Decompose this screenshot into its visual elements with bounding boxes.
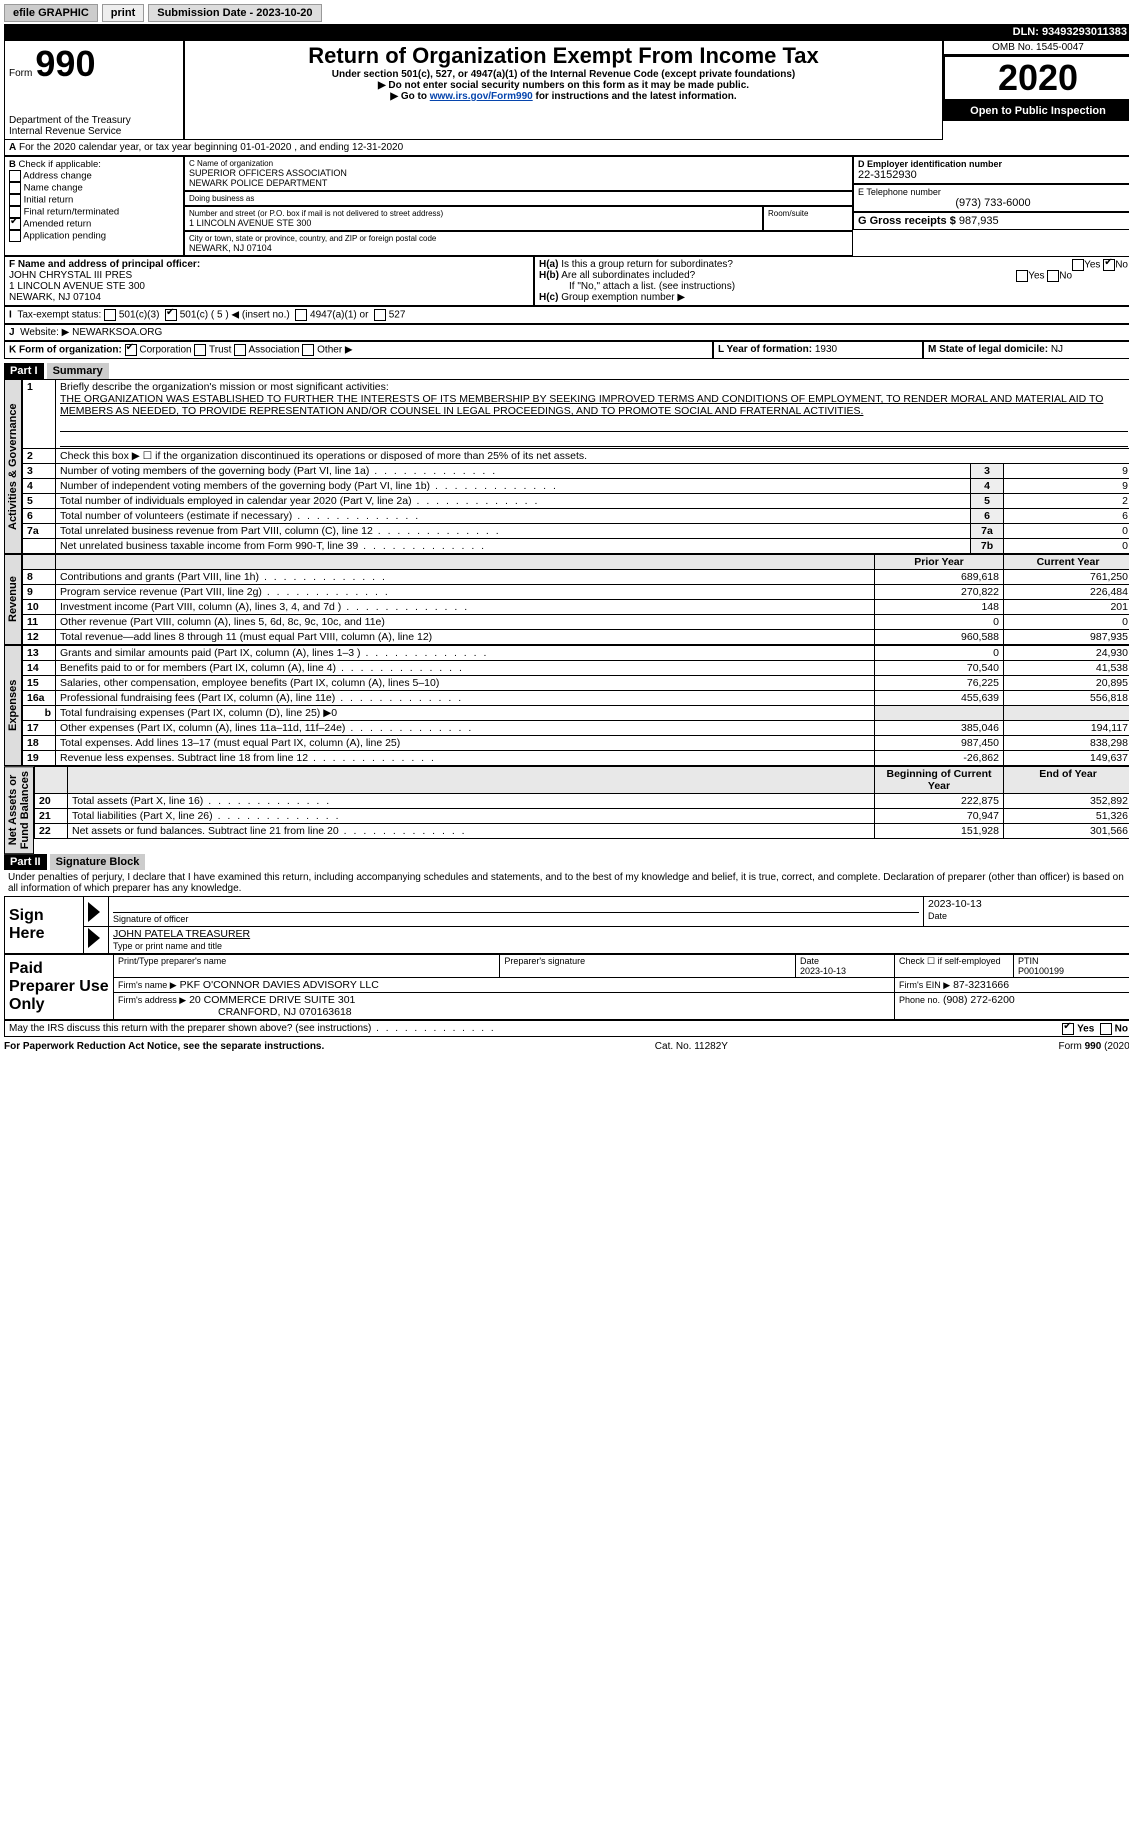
entity-block: B Check if applicable: Address change Na… <box>4 156 1129 256</box>
part2-title: Signature Block <box>50 854 146 870</box>
dln-bar: DLN: 93493293011383 <box>4 24 1129 40</box>
topbar: efile GRAPHIC print Submission Date - 20… <box>4 4 1129 22</box>
f-h-block: F Name and address of principal officer:… <box>4 256 1129 306</box>
c-label: C Name of organization <box>189 159 848 168</box>
submission-date: Submission Date - 2023-10-20 <box>148 4 321 22</box>
footer-left: For Paperwork Reduction Act Notice, see … <box>4 1041 324 1052</box>
org-name-2: NEWARK POLICE DEPARTMENT <box>189 178 848 188</box>
e-label: E Telephone number <box>858 187 1128 197</box>
part2-head: Part II <box>4 854 47 870</box>
phone: (973) 733-6000 <box>858 197 1128 209</box>
subtitle3: ▶ Go to www.irs.gov/Form990 for instruct… <box>189 91 938 102</box>
declaration: Under penalties of perjury, I declare th… <box>4 870 1129 896</box>
form-word: Form <box>9 68 32 79</box>
firm-ein: 87-3231666 <box>953 979 1009 991</box>
footer-right: Form 990 (2020) <box>1059 1041 1129 1052</box>
vlabel-exp: Expenses <box>4 645 22 766</box>
irs-link[interactable]: www.irs.gov/Form990 <box>430 91 533 102</box>
summary-lines-1-7: 1 Briefly describe the organization's mi… <box>22 379 1129 554</box>
sign-here-block: Sign Here Signature of officer 2023-10-1… <box>4 896 1129 954</box>
year-formation: 1930 <box>815 344 837 355</box>
gross-receipts: 987,935 <box>959 215 999 227</box>
vlabel-net: Net Assets or Fund Balances <box>4 766 34 854</box>
print-button[interactable]: print <box>102 4 144 22</box>
state-domicile: NJ <box>1051 344 1063 355</box>
discuss-row: May the IRS discuss this return with the… <box>4 1020 1129 1037</box>
part1-head: Part I <box>4 363 44 379</box>
arrow-icon <box>88 928 100 948</box>
paid-preparer-block: Paid Preparer Use Only Print/Type prepar… <box>4 954 1129 1020</box>
room-label: Room/suite <box>763 206 853 231</box>
sign-here-label: Sign Here <box>5 897 84 954</box>
b-label: Check if applicable: <box>19 159 101 170</box>
footer: For Paperwork Reduction Act Notice, see … <box>4 1037 1129 1052</box>
vlabel-rev: Revenue <box>4 554 22 645</box>
efile-button[interactable]: efile GRAPHIC <box>4 4 98 22</box>
a-line: A For the 2020 calendar year, or tax yea… <box>4 140 1129 156</box>
street: 1 LINCOLN AVENUE STE 300 <box>189 218 758 228</box>
officer-name: JOHN PATELA TREASURER <box>113 928 250 940</box>
firm-phone: (908) 272-6200 <box>943 994 1015 1006</box>
firm-name: PKF O'CONNOR DAVIES ADVISORY LLC <box>180 979 379 991</box>
revenue-table: Prior YearCurrent Year 8Contributions an… <box>22 554 1129 645</box>
d-label: D Employer identification number <box>858 159 1128 169</box>
dln: DLN: 93493293011383 <box>1013 26 1127 38</box>
city: NEWARK, NJ 07104 <box>189 243 848 253</box>
open-inspection: Open to Public Inspection <box>943 101 1129 121</box>
paid-preparer-label: Paid Preparer Use Only <box>5 955 114 1020</box>
dba-label: Doing business as <box>189 194 848 203</box>
arrow-icon <box>88 902 100 922</box>
form-number: 990 <box>35 43 95 84</box>
expenses-table: 13Grants and similar amounts paid (Part … <box>22 645 1129 766</box>
dept: Department of the Treasury Internal Reve… <box>9 115 179 137</box>
subtitle2: ▶ Do not enter social security numbers o… <box>189 80 938 91</box>
mission-text: THE ORGANIZATION WAS ESTABLISHED TO FURT… <box>60 393 1103 417</box>
ein: 22-3152930 <box>858 169 1128 181</box>
return-title: Return of Organization Exempt From Incom… <box>189 43 938 69</box>
org-name-1: SUPERIOR OFFICERS ASSOCIATION <box>189 168 848 178</box>
subtitle1: Under section 501(c), 527, or 4947(a)(1)… <box>189 69 938 80</box>
net-assets-table: Beginning of Current YearEnd of Year 20T… <box>34 766 1129 839</box>
omb: OMB No. 1545-0047 <box>943 40 1129 55</box>
year: 2020 <box>943 55 1129 101</box>
sign-date: 2023-10-13 <box>928 898 982 910</box>
vlabel-ag: Activities & Governance <box>4 379 22 554</box>
ptin: P00100199 <box>1018 966 1064 976</box>
form-header: Form 990 Department of the Treasury Inte… <box>4 40 1129 140</box>
footer-cat: Cat. No. 11282Y <box>655 1041 728 1052</box>
g-label: G Gross receipts $ <box>858 215 956 227</box>
part1-title: Summary <box>47 363 109 379</box>
website: NEWARKSOA.ORG <box>72 327 162 338</box>
f-label: F Name and address of principal officer: <box>9 259 200 270</box>
